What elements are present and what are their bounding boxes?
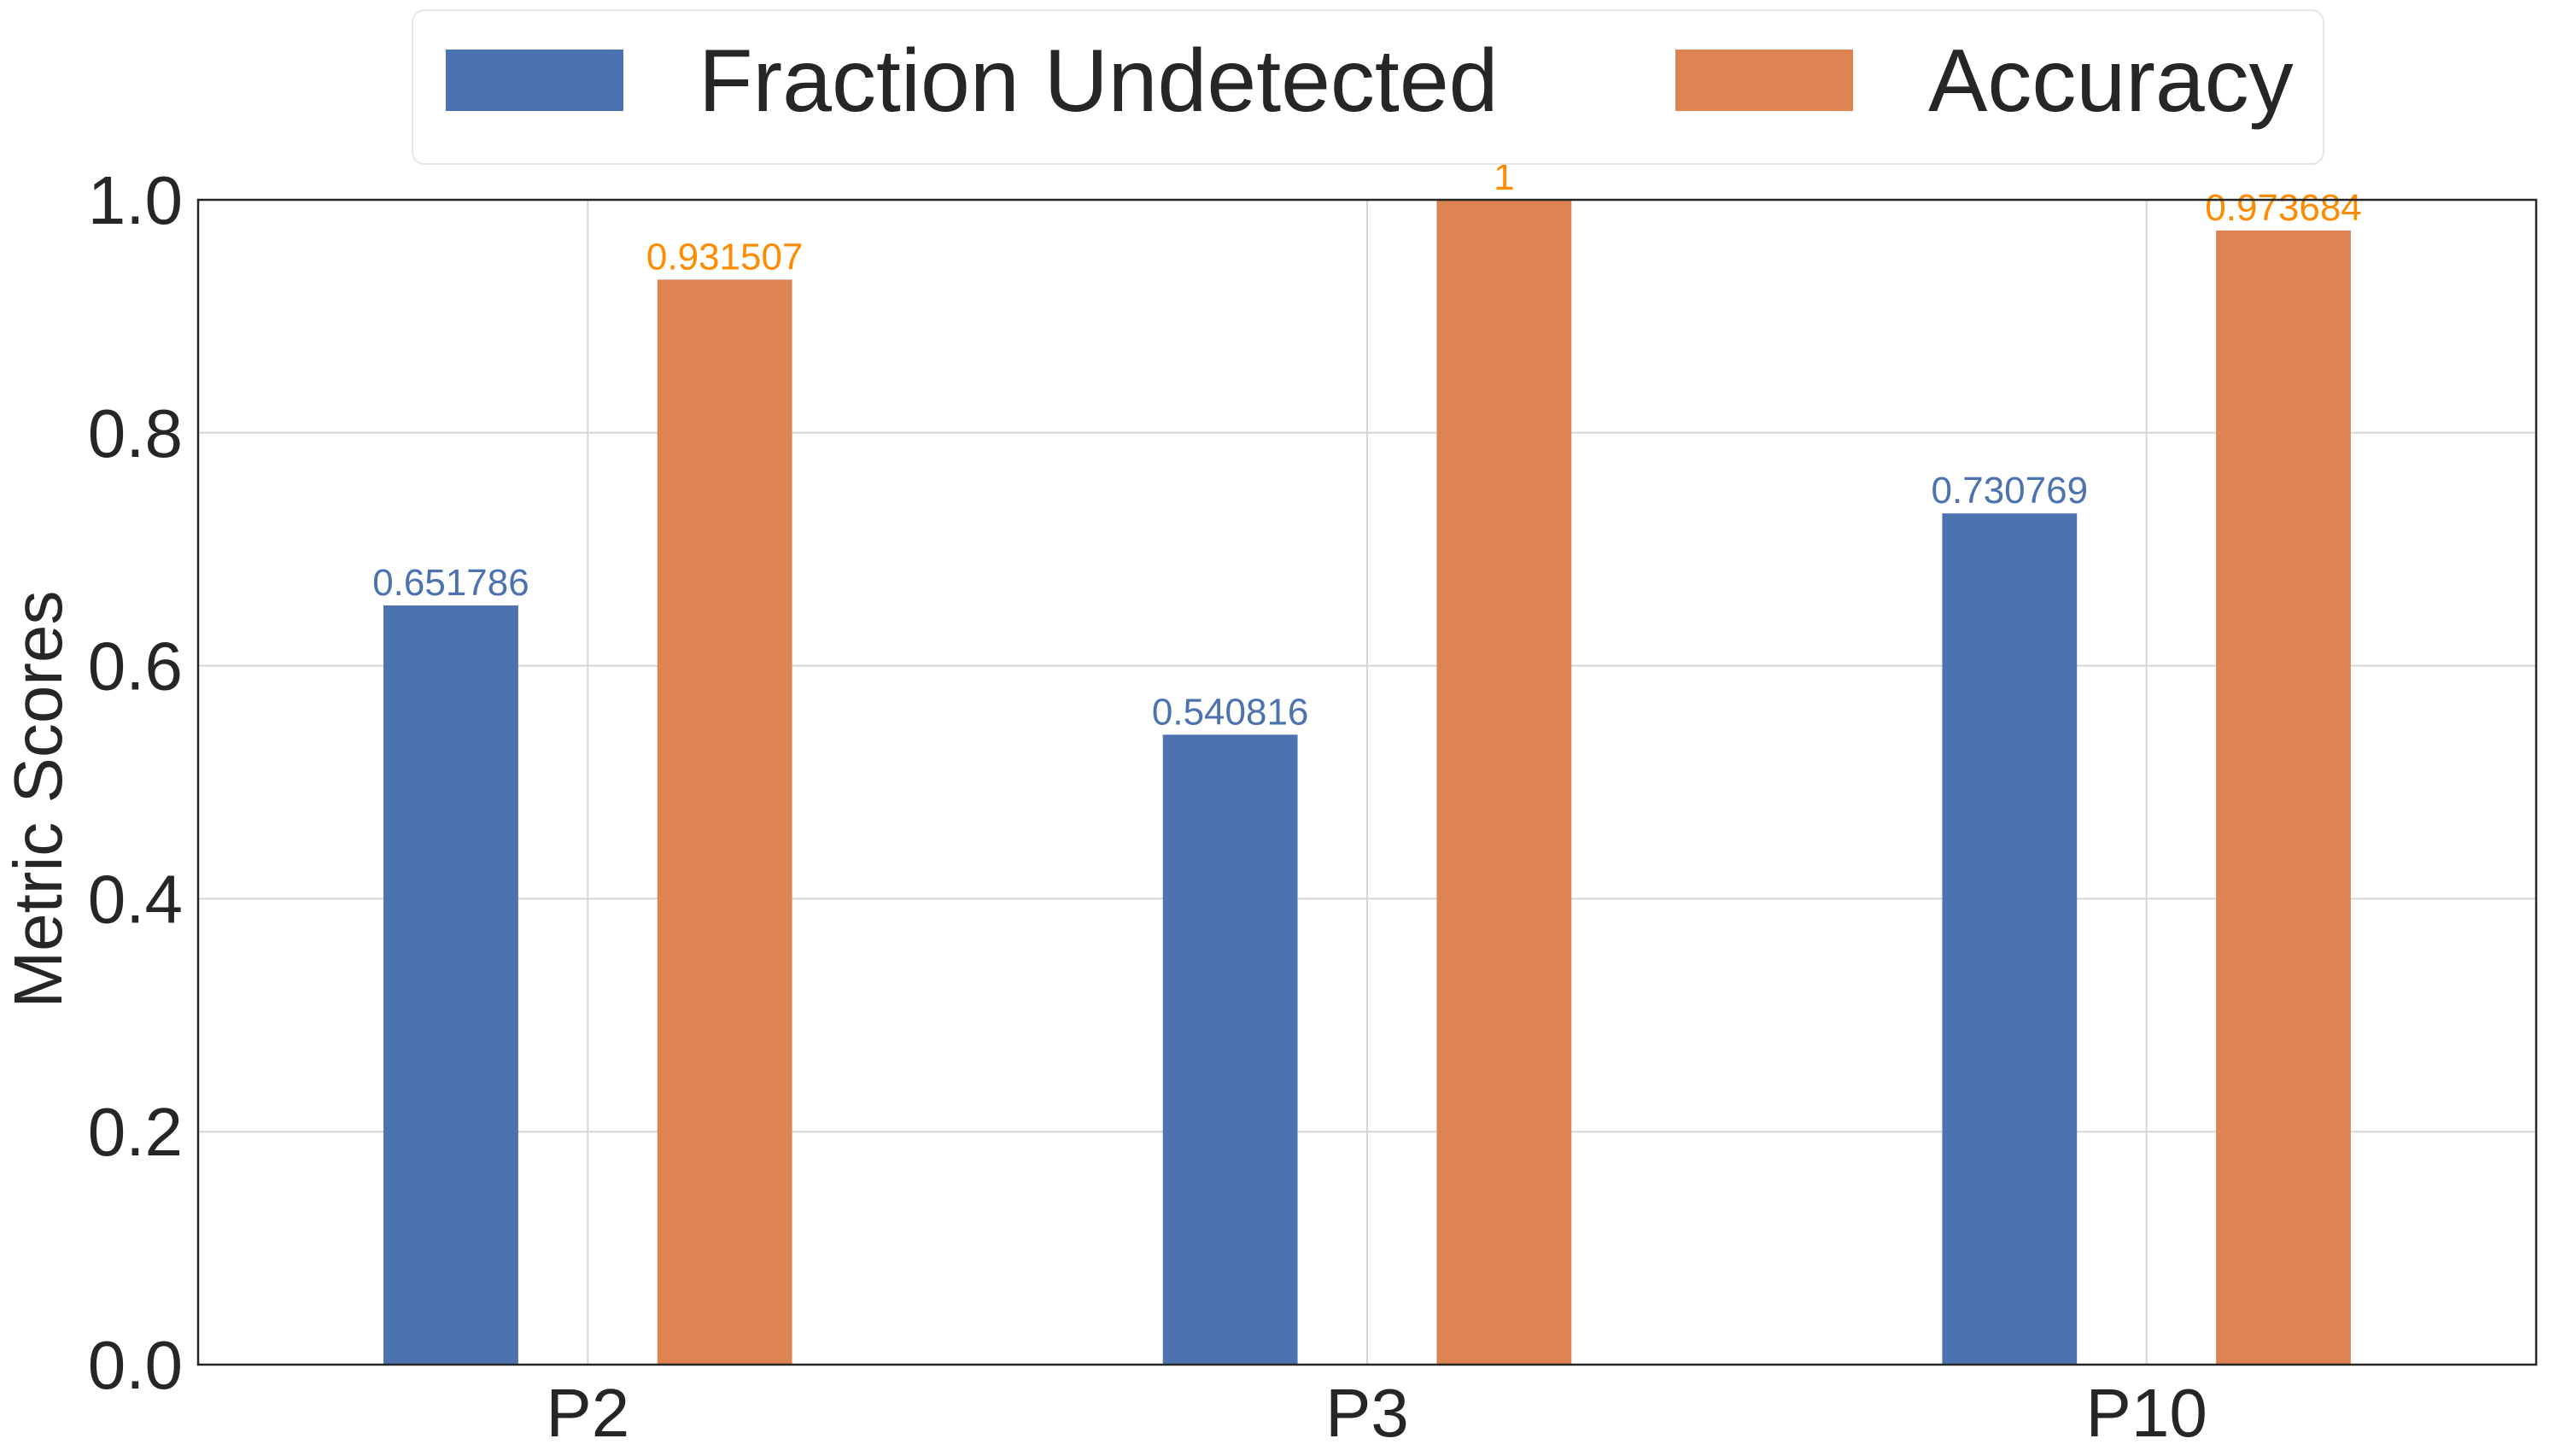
bar-accuracy-p2 — [658, 279, 792, 1365]
y-tick-label: 0.4 — [88, 861, 183, 937]
bar-fraction-undetected-p10 — [1942, 513, 2077, 1365]
data-label-fraction-undetected-p2: 0.651786 — [372, 562, 529, 604]
grid — [198, 200, 2536, 1365]
x-tick-label-p3: P3 — [1325, 1375, 1409, 1451]
x-tick-label-p10: P10 — [2085, 1375, 2207, 1451]
legend-label-accuracy: Accuracy — [1928, 32, 2294, 131]
legend: Fraction Undetected Accuracy — [412, 10, 2324, 164]
legend-label-fraction-undetected: Fraction Undetected — [699, 32, 1499, 131]
data-label-accuracy-p2: 0.931507 — [646, 236, 804, 278]
data-label-fraction-undetected-p3: 0.540816 — [1152, 691, 1309, 733]
bar-accuracy-p3 — [1436, 200, 1571, 1365]
legend-swatch-accuracy — [1675, 50, 1853, 111]
y-tick-label: 1.0 — [88, 162, 183, 238]
y-tick-label: 0.8 — [88, 395, 183, 471]
y-tick-label: 0.0 — [88, 1327, 183, 1403]
bar-accuracy-p10 — [2216, 231, 2351, 1365]
data-label-fraction-undetected-p10: 0.730769 — [1932, 470, 2089, 512]
x-tick-label-p2: P2 — [546, 1375, 629, 1451]
y-tick-label: 0.2 — [88, 1094, 183, 1170]
legend-items: Fraction Undetected Accuracy — [446, 32, 2294, 131]
y-axis-ticks: 0.0 0.2 0.4 0.6 0.8 1.0 — [88, 162, 183, 1403]
legend-swatch-fraction-undetected — [446, 50, 623, 111]
data-label-accuracy-p10: 0.973684 — [2205, 187, 2362, 229]
bar-fraction-undetected-p2 — [383, 605, 518, 1365]
y-axis-label: Metric Scores — [0, 591, 76, 1009]
x-axis-ticks: P2 P3 P10 — [546, 1375, 2207, 1451]
bar-fraction-undetected-p3 — [1163, 734, 1298, 1365]
y-tick-label: 0.6 — [88, 629, 183, 705]
